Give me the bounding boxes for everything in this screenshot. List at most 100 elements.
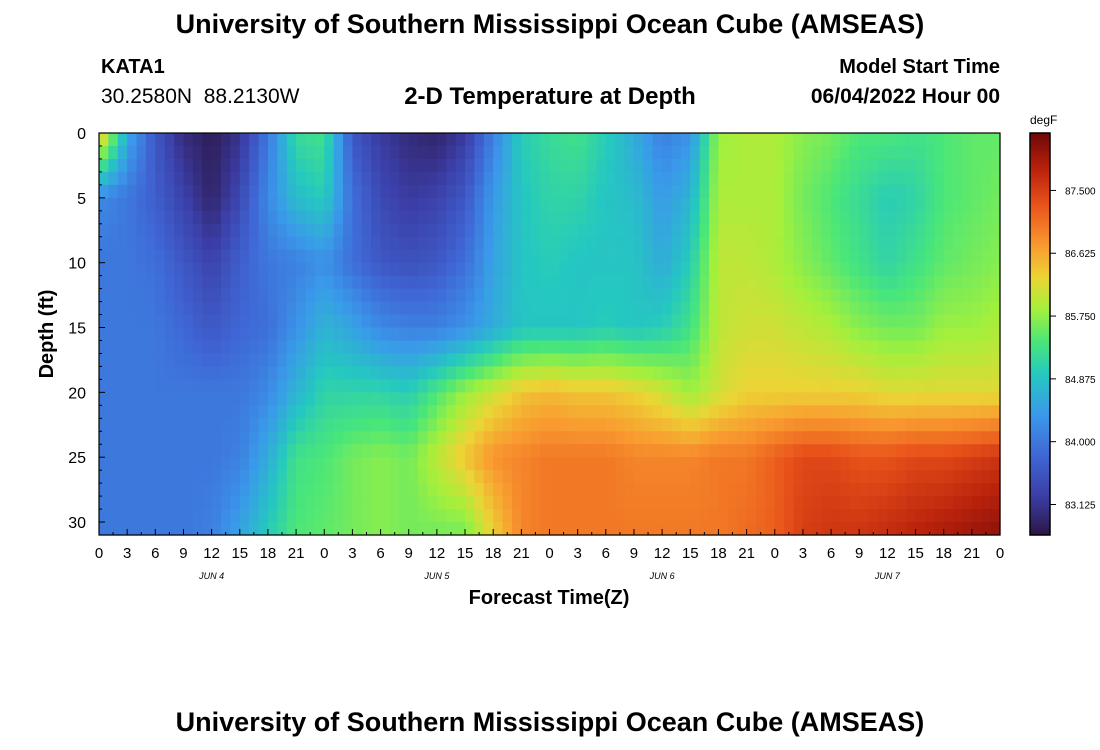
heatmap-cell: [324, 288, 335, 303]
heatmap-cell: [624, 431, 635, 445]
heatmap-cell: [361, 353, 372, 368]
heatmap-cell: [183, 379, 194, 393]
heatmap-cell: [840, 223, 851, 238]
heatmap-cell: [239, 509, 250, 523]
heatmap-cell: [502, 392, 513, 406]
heatmap-cell: [380, 418, 391, 432]
heatmap-cell: [737, 379, 748, 393]
heatmap-cell: [971, 249, 982, 264]
heatmap-cell: [145, 405, 156, 419]
heatmap-cell: [511, 145, 522, 160]
heatmap-cell: [615, 509, 626, 523]
heatmap-cell: [267, 379, 278, 393]
heatmap-cell: [483, 223, 494, 238]
heatmap-cell: [511, 392, 522, 406]
heatmap-cell: [502, 327, 513, 342]
heatmap-cell: [399, 197, 410, 212]
heatmap-cell: [427, 431, 438, 445]
heatmap-cell: [859, 223, 870, 238]
heatmap-cell: [267, 353, 278, 368]
heatmap-cell: [802, 522, 813, 536]
heatmap-cell: [230, 418, 241, 432]
heatmap-cell: [868, 288, 879, 303]
heatmap-cell: [915, 223, 926, 238]
heatmap-cell: [483, 379, 494, 393]
heatmap-cell: [896, 158, 907, 173]
heatmap-cell: [859, 314, 870, 329]
heatmap-cell: [662, 392, 673, 406]
heatmap-cell: [549, 314, 560, 329]
heatmap-cell: [305, 444, 316, 458]
heatmap-cell: [239, 418, 250, 432]
heatmap-cell: [755, 171, 766, 186]
heatmap-cell: [164, 184, 175, 199]
heatmap-cell: [615, 158, 626, 173]
heatmap-cell: [971, 301, 982, 316]
heatmap-cell: [249, 431, 260, 445]
heatmap-cell: [314, 197, 325, 212]
heatmap-cell: [145, 158, 156, 173]
heatmap-cell: [511, 249, 522, 264]
heatmap-cell: [971, 470, 982, 484]
heatmap-cell: [371, 353, 382, 368]
heatmap-cell: [587, 444, 598, 458]
heatmap-cell: [314, 522, 325, 536]
heatmap-cell: [333, 133, 344, 147]
heatmap-cell: [399, 509, 410, 523]
heatmap-cell: [962, 431, 973, 445]
heatmap-cell: [793, 223, 804, 238]
heatmap-cell: [633, 405, 644, 419]
heatmap-cell: [174, 145, 185, 160]
heatmap-cell: [99, 145, 109, 160]
heatmap-cell: [877, 133, 888, 147]
heatmap-cell: [380, 444, 391, 458]
heatmap-cell: [99, 236, 109, 251]
heatmap-cell: [568, 249, 579, 264]
heatmap-cell: [774, 496, 785, 510]
heatmap-cell: [117, 405, 128, 419]
heatmap-cell: [765, 158, 776, 173]
heatmap-cell: [840, 158, 851, 173]
heatmap-cell: [239, 353, 250, 368]
heatmap-cell: [530, 496, 541, 510]
heatmap-cell: [962, 509, 973, 523]
heatmap-cell: [887, 340, 898, 355]
heatmap-cell: [314, 249, 325, 264]
heatmap-cell: [652, 223, 663, 238]
heatmap-cell: [774, 379, 785, 393]
heatmap-cell: [221, 457, 231, 471]
heatmap-cell: [211, 522, 222, 536]
model-start-date: 06/04/2022 Hour 00: [810, 85, 1000, 108]
heatmap-cell: [239, 366, 250, 380]
heatmap-cell: [108, 275, 119, 290]
heatmap-cell: [136, 444, 147, 458]
heatmap-cell: [868, 236, 879, 251]
heatmap-cell: [793, 496, 804, 510]
heatmap-cell: [155, 145, 166, 160]
heatmap-cell: [221, 158, 231, 173]
heatmap-cell: [755, 223, 766, 238]
heatmap-cell: [981, 444, 992, 458]
heatmap-cell: [446, 483, 457, 497]
heatmap-cell: [802, 275, 813, 290]
heatmap-cell: [530, 158, 541, 173]
heatmap-cell: [333, 340, 344, 355]
heatmap-cell: [446, 314, 457, 329]
heatmap-cell: [202, 483, 213, 497]
heatmap-cell: [108, 262, 119, 277]
heatmap-cell: [502, 509, 513, 523]
heatmap-cell: [971, 314, 982, 329]
heatmap-cell: [859, 301, 870, 316]
heatmap-cell: [887, 197, 898, 212]
heatmap-cell: [436, 314, 447, 329]
heatmap-cell: [258, 262, 269, 277]
heatmap-cell: [699, 431, 710, 445]
heatmap-cell: [718, 301, 729, 316]
heatmap-cell: [990, 223, 1001, 238]
heatmap-cell: [953, 353, 964, 368]
heatmap-cell: [483, 340, 494, 355]
heatmap-cell: [380, 133, 391, 147]
heatmap-cell: [389, 405, 400, 419]
heatmap-cell: [605, 470, 616, 484]
